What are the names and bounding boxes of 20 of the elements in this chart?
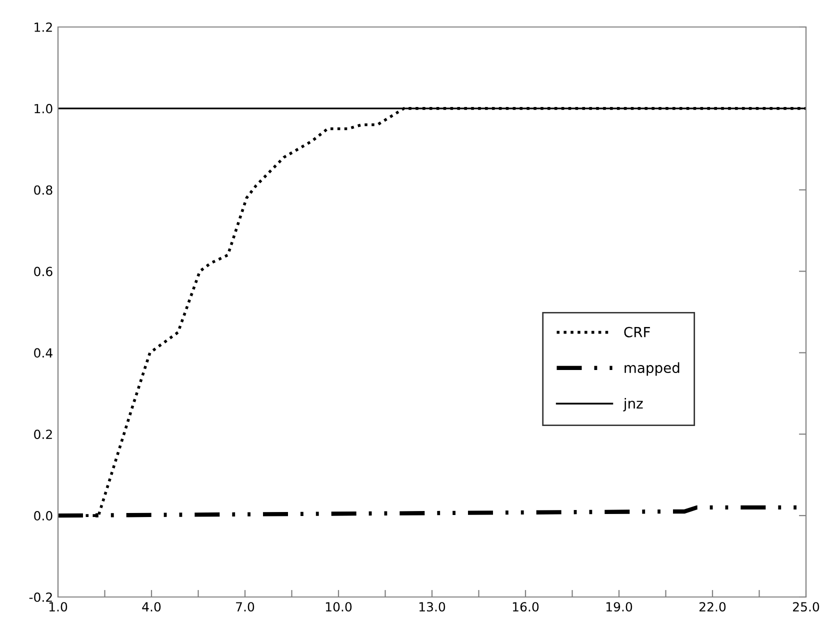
y-tick-label: 0.6 (34, 266, 52, 276)
x-tick-label: 1.0 (49, 602, 68, 612)
legend-label: jnz (623, 398, 643, 412)
y-tick-label: 0.8 (34, 185, 52, 195)
x-tick-label: 25.0 (793, 602, 820, 612)
x-tick-label: 19.0 (606, 602, 632, 612)
x-tick-label: 7.0 (236, 602, 254, 612)
y-tick-label: 0.4 (34, 348, 52, 358)
x-tick-label: 4.0 (142, 602, 161, 612)
legend-label: mapped (624, 362, 680, 376)
y-tick-label: 1.0 (34, 104, 52, 114)
legend-label: CRF (624, 326, 650, 338)
x-tick-label: 16.0 (512, 602, 539, 612)
y-tick-label: -0.2 (29, 592, 52, 602)
x-tick-label: 22.0 (700, 602, 726, 612)
x-tick-label: 13.0 (419, 602, 446, 612)
x-tick-label: 10.0 (326, 602, 352, 612)
y-tick-label: 1.2 (34, 22, 52, 32)
y-tick-label: 0.0 (34, 511, 52, 520)
y-tick-label: 0.2 (34, 430, 52, 440)
